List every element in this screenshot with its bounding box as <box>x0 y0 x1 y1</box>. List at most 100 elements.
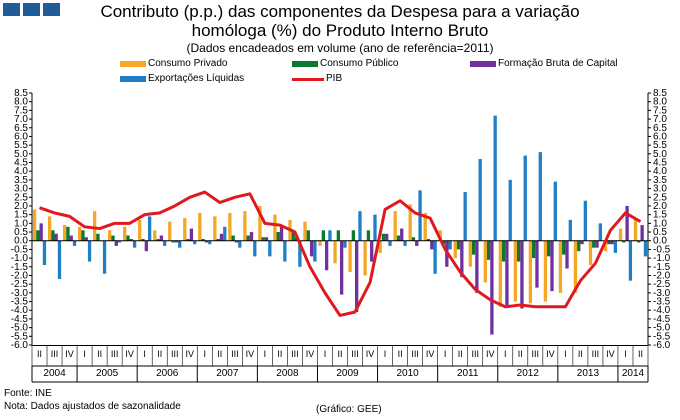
x-tick-label: I <box>444 349 447 359</box>
bar-exportacoes <box>208 240 212 245</box>
y-tick-label-right: 3.5 <box>653 175 667 186</box>
legend-line-pib <box>292 77 324 81</box>
x-tick-label: II <box>217 349 222 359</box>
bar-fbcf <box>535 240 539 288</box>
bar-consumo-publico <box>607 240 611 245</box>
legend-fbcf: Formação Bruta de Capital <box>470 58 618 70</box>
bar-consumo-privado <box>498 240 502 307</box>
bar-consumo-publico <box>562 240 566 255</box>
bar-fbcf <box>490 240 494 335</box>
y-tick-label-left: -2.5 <box>11 279 29 290</box>
bar-exportacoes <box>238 240 242 248</box>
y-tick-label-left: 2.5 <box>14 192 28 203</box>
x-tick-label: II <box>398 349 403 359</box>
logo-block <box>23 3 40 16</box>
bar-consumo-privado <box>438 230 442 241</box>
legend-swatch-fbcf <box>470 61 496 67</box>
bar-exportacoes <box>102 240 107 274</box>
bar-consumo-publico <box>156 238 160 241</box>
bar-consumo-privado <box>258 205 262 241</box>
bar-consumo-privado <box>573 240 578 293</box>
bar-consumo-publico <box>547 240 551 257</box>
bar-consumo-privado <box>378 240 382 253</box>
y-axis-right: 8.58.07.57.06.56.05.55.04.54.03.53.02.52… <box>647 88 671 351</box>
y-tick-label-right: -5.0 <box>653 323 671 334</box>
y-tick-label-left: 1.0 <box>14 218 28 229</box>
bar-consumo-publico <box>532 240 536 259</box>
bar-fbcf <box>460 240 464 278</box>
bar-consumo-publico <box>126 235 130 241</box>
bar-consumo-privado <box>108 230 112 241</box>
bar-fbcf <box>400 228 404 241</box>
y-tick-label-left: -6.0 <box>11 340 29 351</box>
bar-exportacoes <box>463 192 467 241</box>
bar-exportacoes <box>613 240 618 253</box>
bar-fbcf <box>610 240 614 245</box>
bar-fbcf <box>340 240 344 295</box>
bar-exportacoes <box>298 240 302 267</box>
x-tick-label: IV <box>125 349 134 359</box>
footer-note: Nota: Dados ajustados de sazonalidade <box>4 401 181 412</box>
x-tick-label: II <box>37 349 42 359</box>
bar-exportacoes <box>72 240 77 246</box>
legend-consumo-publico: Consumo Público <box>292 58 398 70</box>
bar-consumo-publico <box>592 240 596 248</box>
x-tick-label: III <box>171 349 179 359</box>
bar-exportacoes <box>538 152 542 241</box>
y-tick-label-left: -4.5 <box>11 314 29 325</box>
y-tick-label-right: 4.5 <box>653 158 667 169</box>
x-tick-label: II <box>157 349 162 359</box>
x-tick-label: III <box>471 349 479 359</box>
x-tick-label: II <box>277 349 282 359</box>
bar-fbcf <box>84 237 88 241</box>
bar-consumo-privado <box>47 216 52 241</box>
bar-consumo-publico <box>366 230 371 241</box>
bar-exportacoes <box>448 240 452 250</box>
bar-exportacoes <box>508 179 512 241</box>
x-tick-label: II <box>638 349 643 359</box>
bar-consumo-publico <box>351 230 356 241</box>
bar-exportacoes <box>268 240 272 257</box>
year-label: 2006 <box>156 368 179 379</box>
bar-consumo-privado <box>528 240 533 304</box>
x-tick-label: IV <box>306 349 315 359</box>
y-tick-label-right: -5.5 <box>653 331 671 342</box>
logo <box>3 3 60 16</box>
bar-consumo-publico <box>441 240 446 245</box>
y-tick-label-right: 8.0 <box>653 97 667 108</box>
bar-exportacoes <box>388 240 392 246</box>
bar-exportacoes <box>373 214 377 241</box>
x-tick-label: II <box>578 349 583 359</box>
legend-label-pib: PIB <box>326 73 343 84</box>
bar-fbcf <box>114 240 118 246</box>
y-tick-label-left: 6.5 <box>14 123 28 134</box>
bar-consumo-privado <box>558 240 563 293</box>
bar-consumo-privado <box>138 219 142 241</box>
bar-consumo-publico <box>81 230 85 241</box>
bar-consumo-privado <box>168 221 172 241</box>
y-tick-label-right: 5.0 <box>653 149 667 160</box>
bar-fbcf <box>385 233 389 241</box>
y-tick-label-left: 3.0 <box>14 184 28 195</box>
bar-fbcf <box>595 240 599 248</box>
bar-consumo-publico <box>171 240 175 243</box>
pib-line-layer <box>39 190 642 317</box>
y-tick-label-left: 4.5 <box>14 158 28 169</box>
bar-exportacoes <box>178 240 182 248</box>
bar-exportacoes <box>568 219 572 241</box>
bar-fbcf <box>204 240 209 243</box>
bar-consumo-publico <box>141 238 145 241</box>
x-tick-label: I <box>504 349 507 359</box>
bar-consumo-publico <box>306 230 310 241</box>
bar-consumo-publico <box>321 230 325 241</box>
bar-consumo-publico <box>336 230 340 241</box>
x-tick-label: IV <box>366 349 375 359</box>
bar-consumo-publico <box>501 240 506 262</box>
bar-fbcf <box>69 235 73 241</box>
bar-fbcf <box>234 240 239 243</box>
legend-label-exportacoes: Exportações Líquidas <box>148 73 245 84</box>
bar-exportacoes <box>433 240 437 274</box>
legend-consumo-privado: Consumo Privado <box>120 58 227 70</box>
bar-consumo-publico <box>637 240 641 243</box>
bar-exportacoes <box>132 240 137 248</box>
